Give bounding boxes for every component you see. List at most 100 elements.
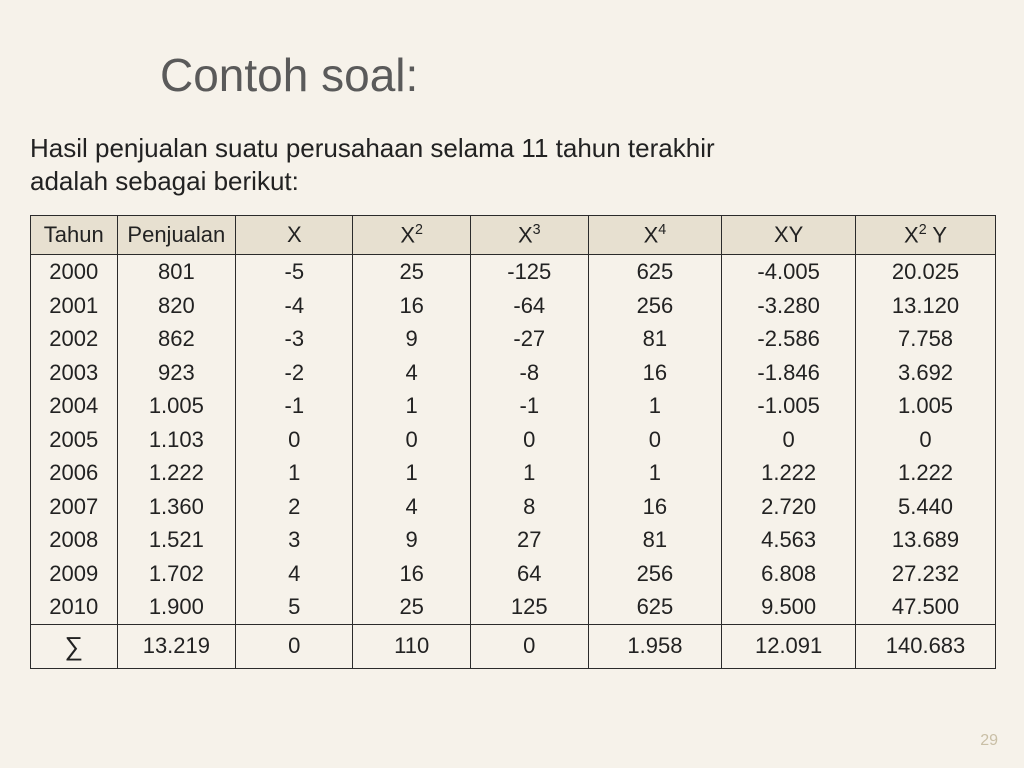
cell: 1: [588, 389, 722, 423]
cell: 2009: [31, 557, 118, 591]
cell: 5.440: [856, 490, 996, 524]
cell: 1.103: [117, 423, 236, 457]
sum-cell: 12.091: [722, 624, 856, 668]
cell: 81: [588, 523, 722, 557]
table-row: 20041.005-11-11-1.0051.005: [31, 389, 996, 423]
cell: 625: [588, 255, 722, 289]
cell: 1.005: [856, 389, 996, 423]
cell: -1: [236, 389, 353, 423]
col-header-7: X2 Y: [856, 216, 996, 255]
sum-cell: 0: [236, 624, 353, 668]
cell: 7.758: [856, 322, 996, 356]
cell: 8: [470, 490, 588, 524]
cell: 0: [236, 423, 353, 457]
cell: -125: [470, 255, 588, 289]
table-row: 2001820-416-64256-3.28013.120: [31, 289, 996, 323]
cell: 64: [470, 557, 588, 591]
cell: 2000: [31, 255, 118, 289]
cell: 2010: [31, 590, 118, 624]
cell: 1.005: [117, 389, 236, 423]
cell: 2007: [31, 490, 118, 524]
cell: 2.720: [722, 490, 856, 524]
cell: 1: [588, 456, 722, 490]
col-header-1: Penjualan: [117, 216, 236, 255]
cell: 4: [353, 490, 471, 524]
cell: -4: [236, 289, 353, 323]
table-row: 2003923-24-816-1.8463.692: [31, 356, 996, 390]
cell: 27.232: [856, 557, 996, 591]
cell: 801: [117, 255, 236, 289]
cell: 1.360: [117, 490, 236, 524]
cell: -3: [236, 322, 353, 356]
data-table: TahunPenjualanXX2X3X4XYX2 Y 2000801-525-…: [30, 215, 996, 669]
table-sum-row: ∑13.219011001.95812.091140.683: [31, 624, 996, 668]
sum-cell: 0: [470, 624, 588, 668]
cell: 16: [588, 490, 722, 524]
cell: 1.521: [117, 523, 236, 557]
table-row: 20051.103000000: [31, 423, 996, 457]
cell: 9.500: [722, 590, 856, 624]
table-row: 20091.702416642566.80827.232: [31, 557, 996, 591]
cell: 1: [236, 456, 353, 490]
cell: 2003: [31, 356, 118, 390]
cell: 256: [588, 289, 722, 323]
subtitle-line2: adalah sebagai berikut:: [30, 166, 299, 196]
cell: 20.025: [856, 255, 996, 289]
cell: 4: [236, 557, 353, 591]
cell: 820: [117, 289, 236, 323]
col-header-6: XY: [722, 216, 856, 255]
page-title: Contoh soal:: [160, 48, 994, 102]
subtitle: Hasil penjualan suatu perusahaan selama …: [30, 132, 994, 197]
cell: 3.692: [856, 356, 996, 390]
cell: 256: [588, 557, 722, 591]
sum-cell: 13.219: [117, 624, 236, 668]
cell: 0: [856, 423, 996, 457]
cell: 1.222: [117, 456, 236, 490]
cell: 1.702: [117, 557, 236, 591]
cell: -1.005: [722, 389, 856, 423]
cell: 0: [722, 423, 856, 457]
cell: 5: [236, 590, 353, 624]
col-header-2: X: [236, 216, 353, 255]
cell: -2.586: [722, 322, 856, 356]
cell: 9: [353, 322, 471, 356]
col-header-3: X2: [353, 216, 471, 255]
cell: -8: [470, 356, 588, 390]
cell: 1: [353, 456, 471, 490]
cell: 6.808: [722, 557, 856, 591]
cell: 862: [117, 322, 236, 356]
cell: 16: [353, 557, 471, 591]
cell: -2: [236, 356, 353, 390]
cell: 9: [353, 523, 471, 557]
cell: 2006: [31, 456, 118, 490]
cell: 2: [236, 490, 353, 524]
cell: 13.689: [856, 523, 996, 557]
cell: 0: [588, 423, 722, 457]
cell: 1: [353, 389, 471, 423]
sum-cell: 140.683: [856, 624, 996, 668]
cell: -27: [470, 322, 588, 356]
page-number: 29: [980, 732, 998, 750]
cell: 2002: [31, 322, 118, 356]
cell: -64: [470, 289, 588, 323]
cell: -5: [236, 255, 353, 289]
cell: 125: [470, 590, 588, 624]
cell: 1: [470, 456, 588, 490]
sum-cell: 110: [353, 624, 471, 668]
subtitle-line1: Hasil penjualan suatu perusahaan selama …: [30, 133, 715, 163]
cell: 625: [588, 590, 722, 624]
cell: -1: [470, 389, 588, 423]
cell: 2008: [31, 523, 118, 557]
cell: 81: [588, 322, 722, 356]
cell: 3: [236, 523, 353, 557]
cell: 923: [117, 356, 236, 390]
table-row: 2002862-39-2781-2.5867.758: [31, 322, 996, 356]
cell: 2001: [31, 289, 118, 323]
cell: 1.222: [856, 456, 996, 490]
cell: 1.900: [117, 590, 236, 624]
cell: 47.500: [856, 590, 996, 624]
table-row: 20081.5213927814.56313.689: [31, 523, 996, 557]
table-row: 20101.9005251256259.50047.500: [31, 590, 996, 624]
cell: 2004: [31, 389, 118, 423]
cell: -1.846: [722, 356, 856, 390]
